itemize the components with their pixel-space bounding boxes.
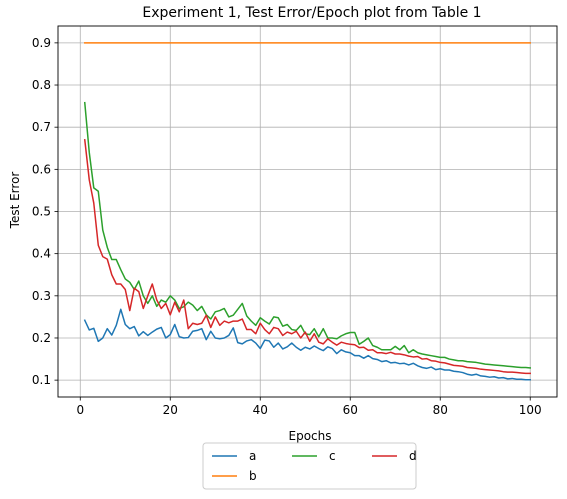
- y-tick-label: 0.5: [32, 205, 51, 219]
- legend-label-c: c: [329, 449, 336, 463]
- series-line-c: [83, 101, 532, 369]
- x-tick-label: 100: [519, 403, 542, 417]
- y-tick-label: 0.8: [32, 78, 51, 92]
- grid: [58, 26, 557, 397]
- x-tick-label: 0: [76, 403, 84, 417]
- x-axis-label: Epochs: [289, 429, 332, 443]
- x-tick-label: 60: [343, 403, 358, 417]
- y-tick-label: 0.1: [32, 373, 51, 387]
- x-tick-label: 80: [433, 403, 448, 417]
- legend-frame: [202, 442, 417, 490]
- x-tick-label: 20: [163, 403, 178, 417]
- series-lines: [83, 42, 532, 381]
- x-tick-label: 40: [253, 403, 268, 417]
- series-line-d: [83, 139, 531, 375]
- axis-ticks: 0 20 40 60 80 100 0.1 0.2 0.3 0.4 0.5 0.6 0.7 0.8 0.9: [32, 36, 542, 417]
- y-tick-label: 0.7: [32, 120, 51, 134]
- y-tick-label: 0.6: [32, 162, 51, 176]
- legend-label-b: b: [249, 469, 257, 483]
- legend-label-d: d: [409, 449, 417, 463]
- y-tick-label: 0.4: [32, 247, 51, 261]
- y-tick-label: 0.9: [32, 36, 51, 50]
- legend: ab c d: [202, 442, 417, 490]
- y-tick-label: 0.2: [32, 331, 51, 345]
- chart-title: Experiment 1, Test Error/Epoch plot from…: [142, 5, 481, 21]
- legend-label-a: a: [249, 449, 256, 463]
- y-axis-label: Test Error: [8, 172, 22, 230]
- series-line-a: [83, 308, 531, 381]
- y-tick-label: 0.3: [32, 289, 51, 303]
